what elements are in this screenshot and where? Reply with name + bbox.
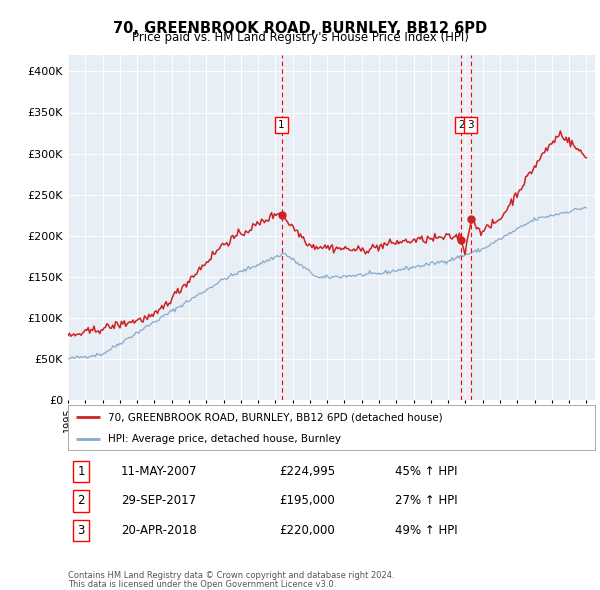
Text: 20-APR-2018: 20-APR-2018 — [121, 524, 196, 537]
Text: £195,000: £195,000 — [279, 494, 335, 507]
Text: 45% ↑ HPI: 45% ↑ HPI — [395, 465, 457, 478]
Text: HPI: Average price, detached house, Burnley: HPI: Average price, detached house, Burn… — [107, 434, 341, 444]
Text: Contains HM Land Registry data © Crown copyright and database right 2024.: Contains HM Land Registry data © Crown c… — [68, 571, 395, 580]
Text: Price paid vs. HM Land Registry's House Price Index (HPI): Price paid vs. HM Land Registry's House … — [131, 31, 469, 44]
Text: 1: 1 — [278, 120, 285, 130]
Text: 3: 3 — [77, 524, 85, 537]
Text: 2: 2 — [458, 120, 464, 130]
Text: 1: 1 — [77, 465, 85, 478]
Text: 49% ↑ HPI: 49% ↑ HPI — [395, 524, 457, 537]
Text: £224,995: £224,995 — [279, 465, 335, 478]
Text: 70, GREENBROOK ROAD, BURNLEY, BB12 6PD (detached house): 70, GREENBROOK ROAD, BURNLEY, BB12 6PD (… — [107, 412, 442, 422]
Text: 29-SEP-2017: 29-SEP-2017 — [121, 494, 196, 507]
Text: 2: 2 — [77, 494, 85, 507]
Text: 3: 3 — [467, 120, 474, 130]
Text: This data is licensed under the Open Government Licence v3.0.: This data is licensed under the Open Gov… — [68, 579, 337, 589]
Text: £220,000: £220,000 — [279, 524, 335, 537]
Text: 11-MAY-2007: 11-MAY-2007 — [121, 465, 197, 478]
Text: 70, GREENBROOK ROAD, BURNLEY, BB12 6PD: 70, GREENBROOK ROAD, BURNLEY, BB12 6PD — [113, 21, 487, 35]
Text: 27% ↑ HPI: 27% ↑ HPI — [395, 494, 457, 507]
